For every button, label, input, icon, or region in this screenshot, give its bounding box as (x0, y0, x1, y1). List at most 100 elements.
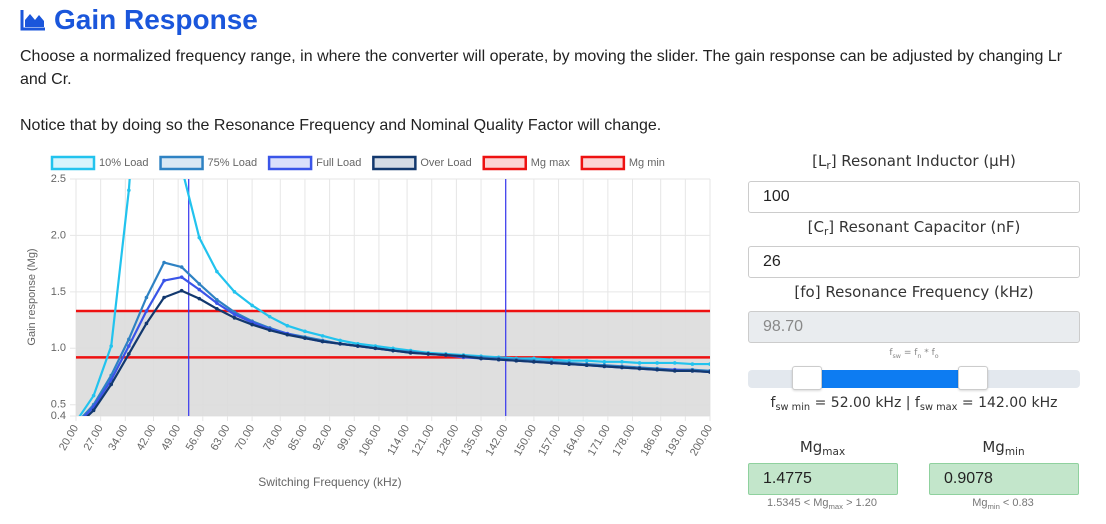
data-point (179, 275, 184, 279)
result-value: 1.4775 (748, 463, 898, 495)
x-tick-label: 171.00 (586, 423, 613, 458)
data-point (250, 322, 254, 327)
y-tick-label: 1.0 (51, 342, 66, 354)
text-input: 98.70 (748, 311, 1080, 343)
data-point (338, 341, 342, 346)
x-tick-label: 114.00 (385, 423, 412, 457)
data-point (215, 301, 219, 305)
subscript: o (934, 353, 939, 360)
legend-label: 10% Load (99, 157, 149, 169)
x-tick-label: 27.00 (82, 423, 106, 453)
intro-text: Notice that by doing so the Resonance Fr… (20, 117, 662, 134)
subscript: min (1004, 446, 1025, 458)
data-point (584, 358, 589, 363)
data-point (355, 344, 360, 348)
data-point (620, 360, 624, 364)
legend-label: Mg max (531, 157, 571, 169)
x-tick-label: 85.00 (286, 423, 310, 453)
data-point (127, 337, 131, 342)
data-point (91, 393, 96, 398)
data-point (197, 287, 202, 292)
legend-label: Mg min (629, 157, 665, 169)
text: [fo] Resonance Frequency (kHz) (794, 283, 1034, 301)
x-tick-label: 135.00 (459, 423, 486, 458)
field-label: [Cr] Resonant Capacitor (nF) (748, 218, 1080, 238)
x-tick-label: 92.00 (311, 423, 335, 453)
result-value: 0.9078 (929, 463, 1079, 495)
subscript: sw (892, 353, 901, 360)
data-point (162, 295, 166, 300)
text: < 0.83 (999, 497, 1034, 509)
data-point (408, 351, 413, 355)
legend-swatch (50, 155, 96, 171)
data-point (109, 344, 114, 348)
text-input[interactable]: 26 (748, 246, 1080, 278)
data-point (708, 370, 710, 374)
text: f (889, 348, 893, 358)
data-point (162, 260, 166, 265)
text: Mg (982, 438, 1005, 456)
chart-icon (20, 10, 45, 31)
data-point (620, 365, 624, 370)
data-point (179, 265, 184, 269)
data-point (637, 361, 642, 365)
data-point (127, 344, 131, 348)
x-tick-label: 63.00 (208, 423, 232, 453)
text: > 1.20 (843, 497, 877, 509)
data-point (215, 297, 219, 302)
slider-track[interactable] (748, 366, 1080, 390)
text: = f (900, 348, 918, 358)
x-tick-label: 70.00 (233, 423, 257, 453)
intro-text: Choose a normalized frequency range, in … (20, 48, 1063, 88)
data-point (285, 323, 290, 328)
data-point (232, 316, 237, 320)
result-label: Mgmin (929, 438, 1078, 458)
text: = 142.00 kHz (957, 395, 1058, 411)
x-tick-label: 178.00 (610, 423, 637, 458)
data-point (74, 422, 78, 426)
data-point (179, 288, 184, 293)
data-point (197, 282, 202, 286)
x-tick-label: 106.00 (357, 423, 384, 458)
data-point (426, 352, 431, 356)
text-input[interactable]: 100 (748, 181, 1080, 213)
data-point (144, 321, 149, 326)
legend-swatch (580, 155, 626, 171)
subscript: min (987, 502, 1000, 511)
data-point (232, 312, 237, 317)
data-point (127, 352, 131, 356)
data-point (250, 303, 254, 308)
subscript: max (828, 502, 844, 511)
data-point (672, 361, 677, 365)
data-point (708, 362, 710, 366)
x-tick-label: 56.00 (184, 423, 208, 453)
data-point (285, 332, 290, 337)
slider-handle[interactable] (958, 366, 989, 390)
x-tick-label: 20.00 (57, 423, 81, 453)
legend-label: 75% Load (208, 157, 258, 169)
data-point (197, 296, 202, 301)
x-tick-label: 157.00 (536, 423, 563, 458)
data-point (109, 382, 114, 387)
data-point (144, 309, 149, 313)
y-tick-label: 0.5 (51, 399, 66, 411)
data-point (496, 357, 501, 362)
data-point (391, 348, 395, 353)
data-point (197, 235, 202, 240)
data-point (373, 346, 378, 351)
text: ] Resonant Inductor (μH) (830, 152, 1016, 170)
subscript: sw max (919, 402, 958, 413)
x-tick-label: 49.00 (159, 423, 183, 453)
data-point (144, 295, 149, 300)
subscript: sw min (775, 402, 811, 413)
text: f (770, 395, 776, 411)
subscript: r (826, 160, 831, 172)
result-label: Mgmax (748, 438, 897, 458)
legend-swatch (482, 155, 527, 171)
x-tick-label: 193.00 (663, 423, 690, 458)
x-tick-label: 34.00 (106, 423, 130, 453)
slider-handle[interactable] (792, 366, 823, 390)
data-point (479, 356, 483, 361)
